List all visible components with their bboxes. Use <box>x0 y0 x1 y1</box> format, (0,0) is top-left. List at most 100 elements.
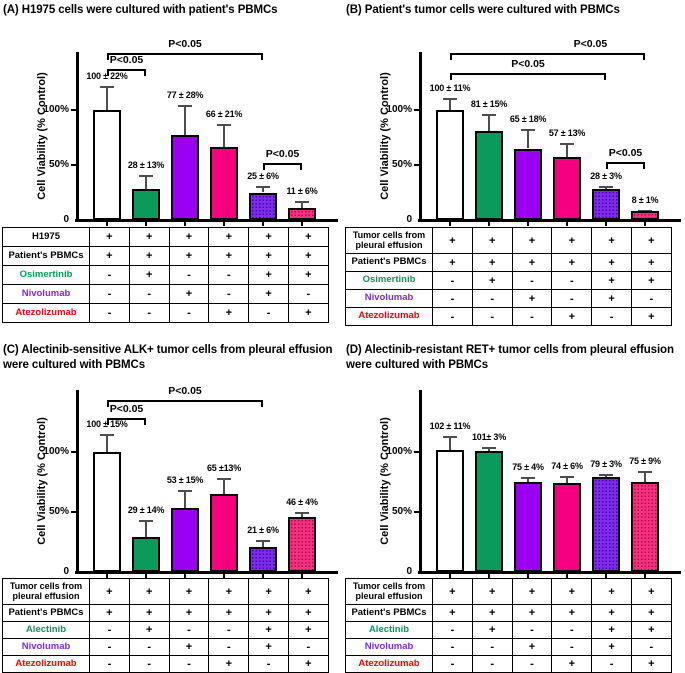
table-row: Atezolizumab - - - + - + <box>345 307 672 326</box>
condition-cell: - <box>287 284 329 304</box>
condition-cell: - <box>208 621 250 639</box>
condition-cell: - <box>471 307 513 326</box>
condition-cell: - <box>591 655 632 673</box>
y-tick-label: 50% <box>391 158 412 170</box>
bar-5 <box>249 192 277 220</box>
condition-cell: + <box>168 246 210 266</box>
row-label: Atezolizumab <box>345 307 433 326</box>
condition-cell: + <box>432 604 473 622</box>
bar-value-label: 77 ± 28% <box>166 89 204 100</box>
bar-value-label: 100 ± 11% <box>429 82 471 93</box>
condition-cell: - <box>168 303 210 323</box>
condition-cell: + <box>591 253 632 272</box>
condition-cell: + <box>89 227 130 247</box>
bar-6 <box>288 207 316 220</box>
condition-cell: - <box>168 265 210 285</box>
condition-cell: + <box>511 289 553 308</box>
significance-bracket-end <box>263 162 265 170</box>
condition-cell: + <box>248 638 289 656</box>
error-bar-whisker <box>145 520 147 538</box>
error-bar-cap <box>100 434 114 436</box>
row-label: Nivolumab <box>2 638 90 656</box>
y-tick-label: 0 <box>63 565 69 577</box>
condition-cell: + <box>208 246 250 266</box>
x-tick-mark <box>488 222 490 226</box>
panel-d: (D) Alectinib-resistant RET+ tumor cells… <box>343 340 685 673</box>
bar-4 <box>553 483 581 572</box>
significance-bracket-end <box>643 52 645 60</box>
panel-b-title: (B) Patient's tumor cells were cultured … <box>346 4 620 16</box>
condition-cell: + <box>551 227 593 254</box>
condition-cell: - <box>432 289 473 308</box>
condition-cell: + <box>128 227 170 247</box>
condition-cell: + <box>551 604 593 622</box>
y-axis-label: Cell Viability (% Control) <box>379 72 391 200</box>
error-bar-whisker <box>223 124 225 148</box>
condition-cell: - <box>89 621 130 639</box>
x-tick-mark <box>145 574 147 578</box>
bar-value-label: 29 ± 14% <box>127 505 165 516</box>
bar-value-label: 79 ± 3% <box>590 458 622 469</box>
condition-cell: + <box>287 246 329 266</box>
condition-cell: - <box>471 655 513 673</box>
y-tick-label: 0 <box>406 565 412 577</box>
condition-cell: + <box>591 289 632 308</box>
condition-cell: - <box>89 655 130 673</box>
condition-cell: - <box>287 638 329 656</box>
significance-bracket-end <box>604 72 606 80</box>
row-label: Tumor cells from pleural effusion <box>345 578 433 605</box>
panel-c-chart: Cell Viability (% Control) 100% 50% 0 100 ± … <box>0 340 342 673</box>
condition-cell: - <box>591 307 632 326</box>
row-label: Patient's PBMCs <box>345 604 433 622</box>
error-bar-cap <box>139 520 153 523</box>
table-row: Nivolumab - - + - + - <box>2 638 329 656</box>
y-axis <box>419 52 422 222</box>
condition-cell: - <box>89 638 130 656</box>
condition-cell: - <box>471 638 513 656</box>
x-tick-mark <box>449 574 451 578</box>
condition-cell: + <box>511 638 553 656</box>
error-bar-cap <box>599 185 613 188</box>
significance-bracket-end <box>107 52 109 60</box>
table-row: Atezolizumab - - - + - + <box>345 655 672 673</box>
condition-cell: - <box>128 284 170 304</box>
condition-cell: - <box>511 307 553 326</box>
bar-4 <box>210 494 238 572</box>
row-label: Nivolumab <box>345 289 433 308</box>
y-tick-mark <box>71 109 77 111</box>
table-row: Patient's PBMCs + + + + + + <box>345 253 672 272</box>
condition-cell: + <box>89 604 130 622</box>
table-row: Atezolizumab - - - + - + <box>2 303 329 323</box>
row-label: Atezolizumab <box>345 655 433 673</box>
table-row: Osimertinib - + - - + + <box>345 271 672 290</box>
x-tick-mark <box>566 222 568 226</box>
y-axis-label: Cell Viability (% Control) <box>379 417 391 545</box>
panel-b: (B) Patient's tumor cells were cultured … <box>343 0 685 340</box>
condition-cell: + <box>630 655 672 673</box>
bar-value-label: 102 ± 11% <box>429 421 471 432</box>
condition-cell: + <box>248 578 289 605</box>
error-bar-cap <box>560 476 574 478</box>
significance-bracket-end <box>450 52 452 60</box>
x-tick-mark <box>184 574 186 578</box>
condition-cell: + <box>168 284 210 304</box>
condition-cell: + <box>630 271 672 290</box>
condition-cell: + <box>471 227 513 254</box>
condition-cell: + <box>432 253 473 272</box>
p-value-label: P<0.05 <box>265 147 300 160</box>
significance-bracket-end <box>107 418 109 426</box>
condition-cell: + <box>471 253 513 272</box>
condition-cell: + <box>630 307 672 326</box>
error-bar-whisker <box>449 436 451 450</box>
x-tick-mark <box>106 574 108 578</box>
condition-cell: - <box>168 655 210 673</box>
error-bar-whisker <box>184 490 186 509</box>
x-tick-mark <box>527 574 529 578</box>
significance-bracket <box>450 72 606 75</box>
condition-cell: + <box>471 578 513 605</box>
error-bar-whisker <box>644 471 646 482</box>
table-row: Nivolumab - - + - + - <box>2 284 329 304</box>
error-bar-whisker <box>301 512 303 517</box>
bar-1 <box>93 452 121 572</box>
condition-cell: + <box>128 246 170 266</box>
